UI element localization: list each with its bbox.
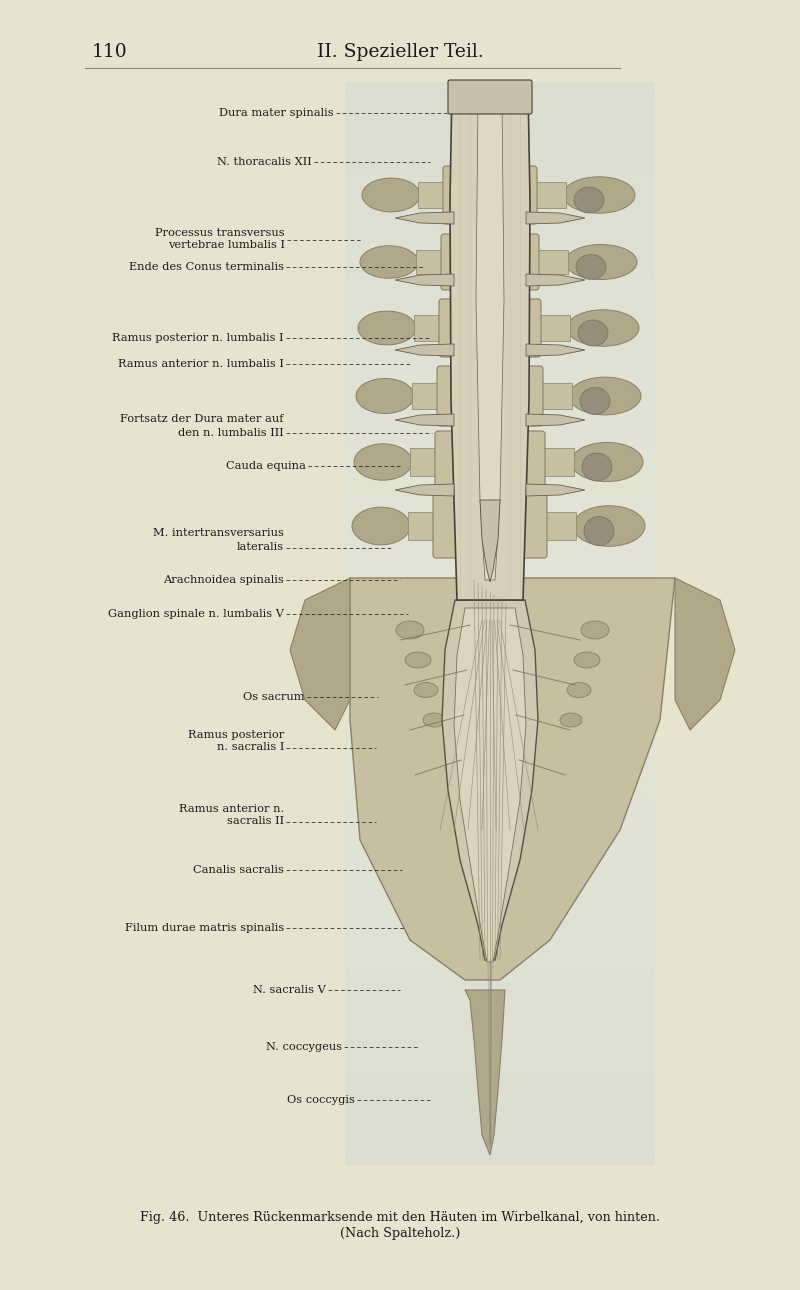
Text: Processus transversus: Processus transversus [155,227,285,237]
Polygon shape [442,600,538,960]
Ellipse shape [354,444,412,480]
Text: II. Spezieller Teil.: II. Spezieller Teil. [317,43,483,61]
FancyBboxPatch shape [472,382,508,412]
Polygon shape [410,448,438,476]
Text: Os coccygis: Os coccygis [287,1095,355,1106]
Ellipse shape [567,682,591,698]
Text: Filum durae matris spinalis: Filum durae matris spinalis [125,924,284,933]
Polygon shape [454,608,526,962]
FancyBboxPatch shape [472,181,508,210]
Polygon shape [534,182,566,208]
Ellipse shape [580,387,610,414]
FancyBboxPatch shape [448,80,532,114]
Ellipse shape [396,620,424,639]
Polygon shape [408,512,436,541]
Polygon shape [395,273,454,286]
Polygon shape [395,414,454,426]
Text: Cauda equina: Cauda equina [226,461,306,471]
Text: Dura mater spinalis: Dura mater spinalis [219,108,334,117]
Text: N. thoracalis XII: N. thoracalis XII [218,157,312,166]
Polygon shape [395,484,454,495]
FancyBboxPatch shape [443,166,537,224]
Polygon shape [450,88,530,600]
Text: den n. lumbalis III: den n. lumbalis III [178,427,284,437]
Text: 110: 110 [92,43,128,61]
Ellipse shape [567,310,639,346]
Ellipse shape [356,378,414,414]
Polygon shape [350,578,675,980]
Ellipse shape [582,453,612,481]
Polygon shape [538,315,570,341]
Polygon shape [675,578,735,730]
Ellipse shape [560,713,582,728]
Polygon shape [290,578,350,730]
FancyBboxPatch shape [437,366,543,426]
Ellipse shape [581,620,609,639]
FancyBboxPatch shape [439,299,541,357]
Polygon shape [395,212,454,224]
Ellipse shape [362,178,420,212]
Ellipse shape [352,507,410,544]
FancyBboxPatch shape [435,431,545,493]
Polygon shape [414,315,442,341]
FancyBboxPatch shape [472,510,508,543]
Polygon shape [416,250,444,273]
Ellipse shape [423,713,445,728]
Ellipse shape [571,442,643,481]
Ellipse shape [584,516,614,546]
Text: Ramus posterior: Ramus posterior [188,730,284,739]
Text: Ramus anterior n. lumbalis I: Ramus anterior n. lumbalis I [118,359,284,369]
Ellipse shape [358,311,416,344]
Ellipse shape [573,506,645,546]
FancyBboxPatch shape [472,249,508,276]
Ellipse shape [569,377,641,415]
Text: Ganglion spinale n. lumbalis V: Ganglion spinale n. lumbalis V [108,609,284,619]
FancyBboxPatch shape [433,494,547,559]
Text: Os sacrum: Os sacrum [243,691,305,702]
Text: vertebrae lumbalis I: vertebrae lumbalis I [168,240,285,250]
Ellipse shape [574,187,604,213]
Polygon shape [395,344,454,356]
Text: Canalis sacralis: Canalis sacralis [193,866,284,875]
Text: M. intertransversarius: M. intertransversarius [153,529,284,538]
Text: Fortsatz der Dura mater auf: Fortsatz der Dura mater auf [121,414,284,424]
Polygon shape [526,212,585,224]
Ellipse shape [576,254,606,280]
Polygon shape [544,512,576,541]
Polygon shape [536,250,568,273]
Polygon shape [526,273,585,286]
Text: Ramus anterior n.: Ramus anterior n. [178,804,284,814]
Polygon shape [526,484,585,495]
Polygon shape [465,989,505,1155]
FancyBboxPatch shape [472,448,508,479]
Ellipse shape [360,246,418,279]
Polygon shape [526,344,585,356]
Text: (Nach Spalteholz.): (Nach Spalteholz.) [340,1227,460,1240]
Text: N. sacralis V: N. sacralis V [253,986,326,995]
Text: lateralis: lateralis [237,542,284,552]
Polygon shape [480,501,500,582]
Ellipse shape [405,651,431,668]
Ellipse shape [578,320,608,346]
Text: Ramus posterior n. lumbalis I: Ramus posterior n. lumbalis I [112,333,284,343]
FancyBboxPatch shape [441,233,539,290]
Polygon shape [526,414,585,426]
Polygon shape [412,383,440,409]
Ellipse shape [563,177,635,213]
Text: Ende des Conus terminalis: Ende des Conus terminalis [129,262,284,272]
Ellipse shape [565,245,637,280]
Text: Arachnoidea spinalis: Arachnoidea spinalis [163,575,284,584]
Polygon shape [540,383,572,409]
FancyBboxPatch shape [472,315,508,342]
Text: Fig. 46.  Unteres Rückenmarksende mit den Häuten im Wirbelkanal, von hinten.: Fig. 46. Unteres Rückenmarksende mit den… [140,1211,660,1224]
Polygon shape [542,448,574,476]
Text: n. sacralis I: n. sacralis I [217,743,284,752]
Text: N. coccygeus: N. coccygeus [266,1042,342,1053]
Ellipse shape [414,682,438,698]
Polygon shape [476,101,504,580]
Polygon shape [418,182,446,208]
Text: sacralis II: sacralis II [227,817,284,827]
Ellipse shape [574,651,600,668]
